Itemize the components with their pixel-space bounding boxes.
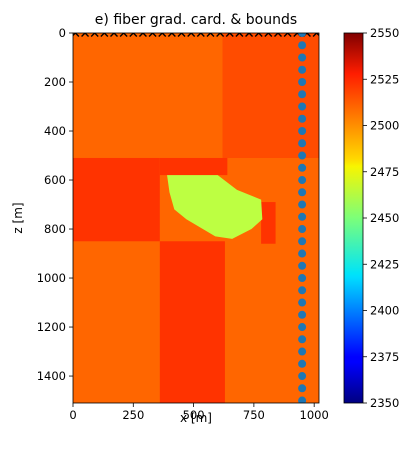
receiver-marker-1 (298, 41, 307, 50)
colorbar-tick-label: 2400 (370, 304, 399, 318)
colorbar-tick-label: 2425 (370, 257, 399, 271)
chart-title: e) fiber grad. card. & bounds (95, 12, 297, 28)
source-marker-1 (81, 33, 90, 37)
receiver-marker-7 (298, 114, 307, 123)
x-axis-label: x [m] (180, 411, 212, 425)
source-marker-12 (187, 33, 196, 37)
receiver-marker-6 (298, 102, 307, 111)
colorbar-tick-label: 2475 (370, 165, 399, 179)
receiver-marker-5 (298, 90, 307, 99)
receiver-marker-8 (298, 127, 307, 136)
receiver-marker-2 (298, 53, 307, 62)
colorbar-tick-label: 2375 (370, 350, 399, 364)
y-axis-ticks: 0 200 400 600 800 1000 1200 1400 (37, 26, 73, 383)
y-tick-label: 800 (44, 222, 66, 236)
receiver-marker-15 (298, 212, 307, 221)
receiver-marker-0 (298, 33, 307, 37)
y-tick-label: 0 (59, 26, 66, 40)
source-marker-5 (119, 33, 128, 37)
y-tick-label: 1200 (37, 320, 66, 334)
source-marker-2 (90, 33, 99, 37)
receiver-marker-17 (298, 237, 307, 246)
source-marker-13 (196, 33, 205, 37)
receiver-marker-25 (298, 335, 307, 344)
receiver-marker-18 (298, 249, 307, 258)
colorbar-tick-label: 2350 (370, 396, 399, 410)
colorbar-tick-label: 2525 (370, 72, 399, 86)
source-marker-6 (129, 33, 138, 37)
y-axis-label: z [m] (11, 202, 25, 233)
y-tick-label: 1000 (37, 271, 66, 285)
receiver-marker-21 (298, 286, 307, 295)
plot-frame (72, 32, 320, 404)
y-tick-label: 1400 (37, 369, 66, 383)
receiver-marker-3 (298, 65, 307, 74)
receiver-marker-11 (298, 163, 307, 172)
receiver-marker-4 (298, 78, 307, 87)
velocity-region-2 (73, 157, 160, 242)
y-tick-label: 400 (44, 124, 66, 138)
colorbar-ticks: 2350 2375 2400 2425 2450 2475 2500 2525 2550 (363, 26, 399, 410)
receiver-marker-10 (298, 151, 307, 160)
source-marker-18 (245, 33, 254, 37)
source-marker-14 (206, 33, 215, 37)
receiver-marker-13 (298, 188, 307, 197)
receiver-marker-14 (298, 200, 307, 209)
colorbar-tick-label: 2500 (370, 119, 399, 133)
x-tick-label: 250 (122, 408, 144, 422)
x-tick-label: 0 (69, 408, 76, 422)
receiver-marker-29 (298, 384, 307, 393)
plot-area (73, 33, 319, 403)
source-marker-11 (177, 33, 186, 37)
x-tick-label: 500 (183, 408, 205, 422)
low-velocity-inclusion (167, 175, 263, 239)
source-marker-10 (167, 33, 176, 37)
receiver-marker-20 (298, 274, 307, 283)
y-tick-label: 200 (44, 75, 66, 89)
receiver-marker-16 (298, 225, 307, 234)
source-marker-7 (138, 33, 147, 37)
receiver-marker-12 (298, 176, 307, 185)
source-marker-3 (100, 33, 109, 37)
colorbar-tick-label: 2450 (370, 211, 399, 225)
velocity-region-4 (261, 202, 276, 244)
velocity-region-3 (159, 157, 228, 176)
source-marker-4 (110, 33, 118, 37)
source-marker-20 (264, 33, 273, 37)
receiver-marker-27 (298, 359, 307, 368)
source-marker-9 (158, 33, 167, 37)
y-tick-label: 600 (44, 173, 66, 187)
receiver-marker-26 (298, 347, 307, 356)
velocity-region-5 (159, 241, 225, 403)
receiver-marker-28 (298, 372, 307, 381)
receiver-marker-30 (298, 396, 307, 403)
x-tick-label: 1000 (300, 408, 329, 422)
receiver-marker-19 (298, 261, 307, 270)
source-marker-21 (274, 33, 282, 37)
source-marker-22 (283, 33, 292, 37)
source-marker-16 (225, 33, 234, 37)
x-tick-label: 750 (243, 408, 265, 422)
receiver-marker-22 (298, 298, 307, 307)
receiver-marker-24 (298, 323, 307, 332)
source-marker-17 (235, 33, 244, 37)
source-marker-8 (148, 33, 157, 37)
x-axis-ticks: 0 250 500 750 1000 (69, 403, 329, 422)
colorbar-tick-label: 2550 (370, 26, 399, 40)
colorbar (343, 32, 364, 404)
source-marker-15 (216, 33, 225, 37)
receiver-markers (298, 33, 307, 403)
receiver-marker-23 (298, 310, 307, 319)
receiver-marker-9 (298, 139, 307, 148)
source-marker-19 (254, 33, 263, 37)
source-markers (73, 33, 319, 37)
